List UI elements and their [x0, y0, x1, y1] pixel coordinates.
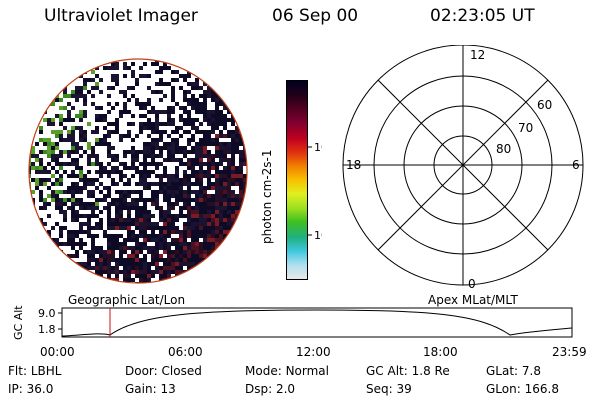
info-glon: GLon: 166.8 [486, 382, 559, 396]
info-mode: Mode: Normal [245, 364, 329, 378]
ytick-1.8: 1.8 [38, 323, 56, 336]
info-glat: GLat: 7.8 [486, 364, 542, 378]
colorbar [286, 80, 308, 280]
altitude-plot: Geographic Lat/Lon Apex MLat/MLT 9.0 1.8… [12, 293, 587, 359]
colorbar-tick-100: 100 [314, 141, 322, 154]
info-seq: Seq: 39 [366, 382, 412, 396]
polar-grid: 12 18 6 0 60 70 80 [342, 45, 584, 290]
left-caption: Geographic Lat/Lon [68, 293, 185, 307]
xtick-2359: 23:59 [552, 345, 587, 359]
image-date: 06 Sep 00 [272, 6, 359, 26]
colorbar-axis: 100 10 [308, 141, 322, 242]
mlt-label-0: 0 [468, 277, 476, 290]
info-gain: Gain: 13 [125, 382, 176, 396]
right-caption: Apex MLat/MLT [428, 293, 518, 307]
mlat-label-70: 70 [518, 121, 533, 135]
info-door: Door: Closed [125, 364, 202, 378]
mlat-label-80: 80 [496, 142, 511, 156]
mlat-label-60: 60 [537, 98, 552, 112]
colorbar-label: photon cm-2s-1 [260, 149, 274, 245]
ytick-9: 9.0 [38, 307, 56, 320]
colorbar-tick-10: 10 [314, 229, 322, 242]
xtick-00: 00:00 [40, 345, 75, 359]
info-ip: IP: 36.0 [8, 382, 54, 396]
mlt-label-6: 6 [572, 158, 580, 172]
image-time: 02:23:05 UT [430, 6, 535, 26]
info-dsp: Dsp: 2.0 [245, 382, 296, 396]
info-flt: Flt: LBHL [8, 364, 62, 378]
image-title: Ultraviolet Imager [44, 6, 198, 26]
mlt-label-12: 12 [470, 48, 485, 62]
xtick-06: 06:00 [168, 345, 203, 359]
ylabel: GC Alt [12, 305, 25, 340]
xtick-12: 12:00 [296, 345, 331, 359]
mlt-label-18: 18 [346, 158, 361, 172]
xtick-18: 18:00 [423, 345, 458, 359]
uv-image-disk [28, 58, 248, 284]
info-gcalt: GC Alt: 1.8 Re [366, 364, 450, 378]
